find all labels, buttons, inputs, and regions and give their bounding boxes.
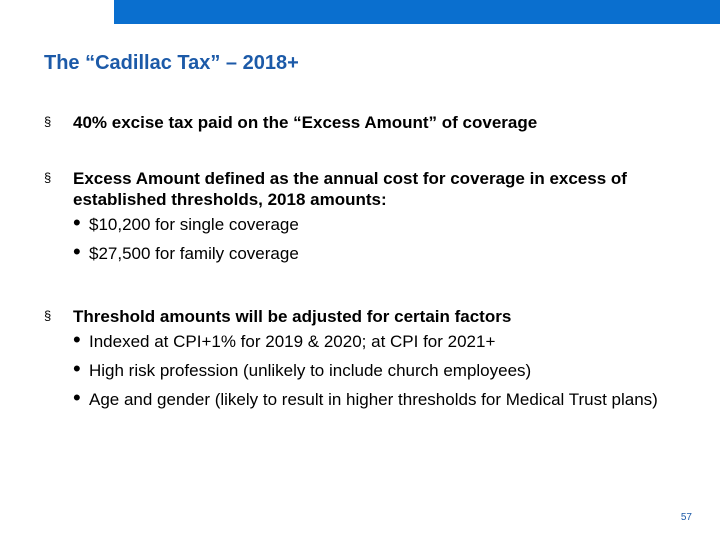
bullet-text: Threshold amounts will be adjusted for c… [73,307,512,326]
square-bullet-icon: § [44,308,52,323]
bullet-item: § Excess Amount defined as the annual co… [44,168,684,272]
dot-bullet-icon: • [73,239,81,264]
sub-bullet-item: • $27,500 for family coverage [73,239,684,264]
sub-bullet-list: • $10,200 for single coverage • $27,500 … [73,210,684,264]
dot-bullet-icon: • [73,356,81,381]
dot-bullet-icon: • [73,210,81,235]
sub-bullet-text: $27,500 for family coverage [89,244,299,263]
bullet-text: Excess Amount defined as the annual cost… [73,169,627,209]
sub-bullet-text: High risk profession (unlikely to includ… [89,361,532,380]
page-number: 57 [680,512,692,523]
square-bullet-icon: § [44,114,52,129]
sub-bullet-list: • Indexed at CPI+1% for 2019 & 2020; at … [73,327,684,410]
sub-bullet-item: • High risk profession (unlikely to incl… [73,356,684,381]
sub-bullet-item: • Indexed at CPI+1% for 2019 & 2020; at … [73,327,684,352]
sub-bullet-text: $10,200 for single coverage [89,215,299,234]
sub-bullet-item: • Age and gender (likely to result in hi… [73,385,659,410]
sub-bullet-text: Indexed at CPI+1% for 2019 & 2020; at CP… [89,332,496,351]
bullet-item: § Threshold amounts will be adjusted for… [44,306,684,418]
bullet-item: § 40% excise tax paid on the “Excess Amo… [44,112,684,133]
header-accent-bar [114,0,720,24]
slide-title: The “Cadillac Tax” – 2018+ [44,52,299,74]
bullet-text: 40% excise tax paid on the “Excess Amoun… [73,113,538,132]
dot-bullet-icon: • [73,385,81,410]
sub-bullet-item: • $10,200 for single coverage [73,210,684,235]
sub-bullet-text: Age and gender (likely to result in high… [89,390,658,409]
dot-bullet-icon: • [73,327,81,352]
square-bullet-icon: § [44,170,52,185]
